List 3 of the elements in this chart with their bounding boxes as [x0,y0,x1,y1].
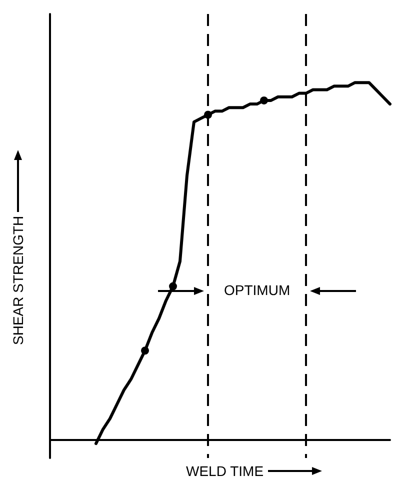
x-axis-title: WELD TIME [186,463,264,479]
y-axis-title: SHEAR STRENGTH [10,216,26,345]
annotation: OPTIMUM [224,282,290,298]
